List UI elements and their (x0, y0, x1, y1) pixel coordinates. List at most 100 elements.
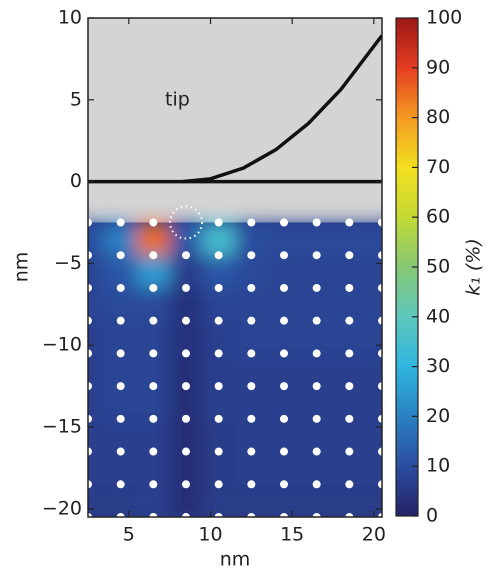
atom (88, 447, 92, 456)
heatmap-cell (137, 484, 171, 517)
colorbar-tick-label: 10 (426, 455, 450, 477)
heatmap-cell (169, 418, 203, 453)
heatmap-cell (202, 386, 236, 420)
tip-line (182, 34, 382, 184)
heatmap-cell (267, 320, 301, 354)
heatmap-cell (88, 287, 105, 322)
heatmap-cell (267, 222, 301, 256)
y-tick-label: −15 (42, 416, 82, 438)
heatmap-cell (137, 287, 171, 322)
atom (345, 480, 354, 489)
atom (280, 251, 288, 260)
atom (88, 513, 92, 517)
heatmap-cell (235, 353, 269, 387)
atom (214, 447, 223, 456)
atom (88, 480, 92, 489)
heatmap-cell (235, 222, 269, 256)
heatmap-cell (169, 353, 203, 387)
heatmap-cell (202, 353, 236, 387)
atom (378, 218, 382, 227)
heatmap-cell (137, 451, 171, 485)
atom (312, 251, 321, 260)
atom (214, 218, 223, 227)
atom (345, 283, 354, 292)
atom (345, 349, 354, 358)
atom (182, 251, 190, 260)
colorbar-tick-label: 70 (426, 156, 450, 178)
atom (149, 349, 158, 358)
heatmap-cell (104, 418, 138, 453)
atom (345, 447, 354, 456)
atom (345, 251, 354, 260)
heatmap-cell (104, 222, 138, 256)
heatmap-cell (202, 451, 236, 485)
atom (247, 316, 256, 325)
heatmap-cell (169, 255, 203, 289)
x-tick-label: 5 (123, 524, 135, 546)
heatmap-cells (88, 222, 382, 517)
y-tick-label: 10 (58, 7, 82, 29)
atom (149, 218, 158, 227)
atom (378, 251, 382, 260)
atom (247, 218, 256, 227)
heatmap-cell (333, 484, 367, 517)
atom (116, 480, 125, 489)
atom (247, 513, 256, 517)
colorbar-tick-label: 40 (426, 305, 450, 327)
atom (312, 414, 321, 423)
atom (116, 414, 125, 423)
heatmap-cell (169, 451, 203, 485)
heatmap-cell (235, 484, 269, 517)
atom (149, 316, 158, 325)
heatmap-cell (267, 451, 301, 485)
atom (247, 349, 256, 358)
atom (345, 513, 354, 517)
atom (280, 414, 288, 423)
atom (280, 480, 288, 489)
atom (88, 218, 92, 227)
vacancy (169, 205, 203, 240)
atom (378, 480, 382, 489)
colorbar-tick-label: 0 (426, 505, 438, 527)
heatmap-cell (333, 255, 367, 289)
atom (312, 513, 321, 517)
atom (378, 349, 382, 358)
colorbar-tick-label: 60 (426, 206, 450, 228)
atom (214, 480, 223, 489)
atom (312, 316, 321, 325)
heatmap-cell (333, 386, 367, 420)
heatmap-cell (169, 222, 203, 256)
plot-frame (87, 17, 383, 518)
heatmap-cell (235, 320, 269, 354)
atom (116, 447, 125, 456)
atom (312, 480, 321, 489)
heatmap-cell (202, 287, 236, 322)
heatmap-cell (137, 222, 171, 256)
atom (88, 283, 92, 292)
heatmap-cell (202, 320, 236, 354)
heatmap-cell (333, 418, 367, 453)
atom (182, 414, 190, 423)
heatmap-cell (88, 386, 105, 420)
heatmap-cell (300, 386, 334, 420)
heatmap-cell (365, 386, 382, 420)
colorbar-tick-label: 90 (426, 56, 450, 78)
colorbar-label: k₁ (%) (463, 238, 485, 296)
atom (214, 283, 223, 292)
atom (88, 349, 92, 358)
heatmap-cell (300, 451, 334, 485)
colorbar-tick-label: 80 (426, 106, 450, 128)
heatmap-cell (104, 353, 138, 387)
heatmap-cell (202, 484, 236, 517)
colorbar-tick-label: 50 (426, 256, 450, 278)
heatmap-cell (235, 255, 269, 289)
heatmap-cell (202, 222, 236, 256)
atom (182, 480, 190, 489)
atom (182, 283, 190, 292)
atom (280, 349, 288, 358)
atom (312, 283, 321, 292)
atom (88, 382, 92, 391)
overlay (88, 34, 382, 517)
atom (214, 513, 223, 517)
